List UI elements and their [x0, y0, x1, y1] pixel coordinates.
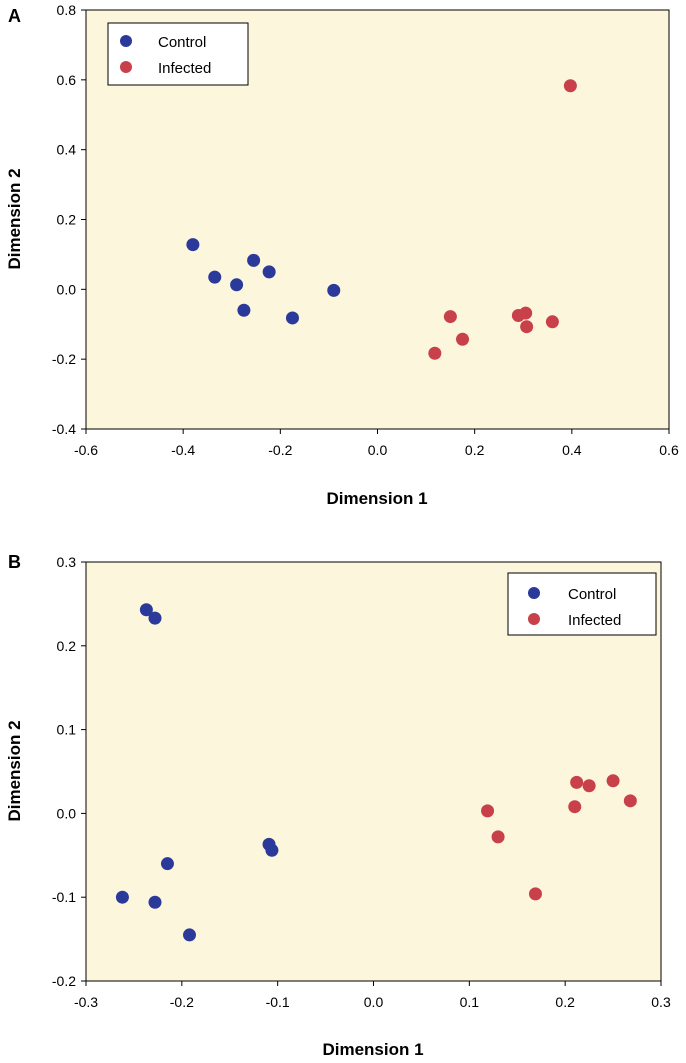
data-points-a [186, 79, 577, 360]
legend-marker-control-a [120, 35, 132, 47]
data-point-control [148, 611, 162, 625]
data-point-control [160, 857, 174, 871]
panel-label-b: B [8, 552, 21, 572]
data-point-infected [582, 779, 596, 793]
x-tick-label: -0.2 [170, 994, 194, 1010]
x-tick-label: 0.4 [562, 442, 582, 458]
data-point-control [327, 283, 341, 297]
y-axis-a: -0.4 -0.2 0.0 0.2 0.4 0.6 0.8 [52, 2, 86, 437]
y-tick-label: 0.3 [57, 554, 77, 570]
legend-label-control-a: Control [158, 34, 206, 51]
legend-marker-infected-a [120, 61, 132, 73]
y-tick-label: -0.1 [52, 889, 76, 905]
y-tick-label: 0.6 [57, 72, 77, 88]
legend-b: Control Infected [507, 572, 657, 636]
x-tick-label: 0.0 [368, 442, 388, 458]
x-tick-label: -0.3 [74, 994, 98, 1010]
data-point-control [139, 603, 153, 617]
legend-label-control-b: Control [568, 586, 616, 603]
legend-marker-infected-b [528, 613, 540, 625]
data-point-infected [519, 306, 533, 320]
data-point-infected [606, 774, 620, 788]
chart-panel-b: B -0.2 -0.1 0.0 0.1 0.2 0.3 -0.3 -0.2 -0.1 0.0 0.… [5, 552, 671, 1059]
data-point-infected [623, 794, 637, 808]
y-tick-label: -0.2 [52, 351, 76, 367]
data-points-b [115, 603, 637, 942]
data-point-control [230, 278, 244, 292]
y-tick-label: 0.0 [57, 281, 77, 297]
data-point-control [237, 303, 251, 317]
y-axis-b: -0.2 -0.1 0.0 0.1 0.2 0.3 [52, 554, 86, 989]
x-axis-title-b: Dimension 1 [322, 1040, 423, 1059]
data-point-infected [491, 830, 505, 844]
x-tick-label: 0.6 [659, 442, 679, 458]
data-point-infected [545, 315, 559, 329]
data-point-control [208, 270, 222, 284]
y-tick-label: -0.4 [52, 421, 76, 437]
y-tick-label: 0.2 [57, 638, 77, 654]
data-point-infected [570, 775, 584, 789]
data-point-control [247, 253, 261, 267]
data-point-infected [563, 79, 577, 93]
x-tick-label: -0.2 [268, 442, 292, 458]
legend-box-a [107, 22, 249, 86]
data-point-infected [428, 346, 442, 360]
x-tick-label: -0.1 [266, 994, 290, 1010]
y-tick-label: 0.4 [57, 142, 77, 158]
chart-panel-a: A -0.4 -0.2 0.0 0.2 0.4 0.6 0.8 -0.6 -0.4 -0.2 0.… [5, 2, 679, 508]
panel-label-a: A [8, 6, 21, 26]
x-tick-label: 0.2 [555, 994, 575, 1010]
data-point-control [115, 890, 129, 904]
data-point-infected [443, 310, 457, 324]
data-point-control [285, 311, 299, 325]
data-point-control [148, 895, 162, 909]
data-point-infected [520, 320, 534, 334]
y-tick-label: -0.2 [52, 973, 76, 989]
x-axis-b: -0.3 -0.2 -0.1 0.0 0.1 0.2 0.3 [74, 981, 671, 1010]
data-point-control [262, 265, 276, 279]
y-tick-label: 0.8 [57, 2, 77, 18]
legend-a: Control Infected [107, 22, 249, 86]
x-tick-label: 0.3 [651, 994, 671, 1010]
y-tick-label: 0.0 [57, 805, 77, 821]
data-point-infected [456, 332, 470, 346]
x-tick-label: 0.0 [364, 994, 384, 1010]
data-point-infected [481, 804, 495, 818]
x-tick-label: -0.4 [171, 442, 195, 458]
data-point-infected [528, 887, 542, 901]
y-axis-title-a: Dimension 2 [5, 168, 24, 269]
x-tick-label: 0.1 [460, 994, 480, 1010]
data-point-control [265, 843, 279, 857]
y-tick-label: 0.1 [57, 722, 77, 738]
y-axis-title-b: Dimension 2 [5, 720, 24, 821]
x-axis-a: -0.6 -0.4 -0.2 0.0 0.2 0.4 0.6 [74, 429, 679, 458]
data-point-control [183, 928, 196, 942]
data-point-infected [568, 800, 582, 814]
data-point-control [186, 238, 200, 252]
legend-label-infected-a: Infected [158, 60, 211, 77]
x-axis-title-a: Dimension 1 [326, 489, 427, 508]
y-tick-label: 0.2 [57, 212, 77, 228]
x-tick-label: 0.2 [465, 442, 485, 458]
legend-label-infected-b: Infected [568, 612, 621, 629]
legend-marker-control-b [528, 587, 540, 599]
x-tick-label: -0.6 [74, 442, 98, 458]
